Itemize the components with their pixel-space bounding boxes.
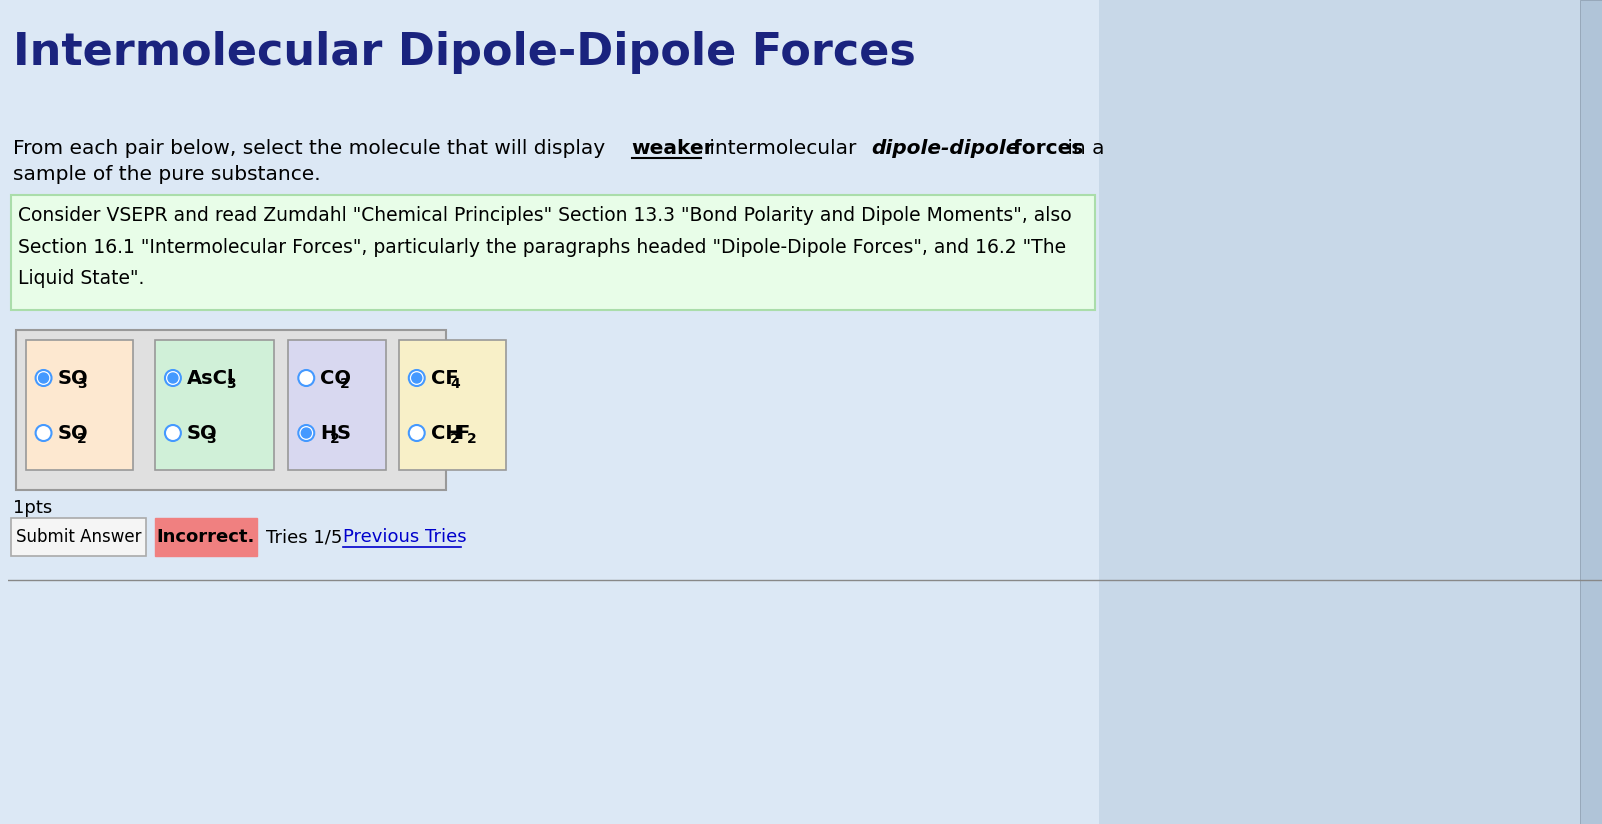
Text: Tries 1/5: Tries 1/5 <box>266 528 349 546</box>
Circle shape <box>298 425 314 441</box>
Circle shape <box>409 370 425 386</box>
FancyBboxPatch shape <box>399 340 506 470</box>
FancyBboxPatch shape <box>155 518 256 556</box>
Text: intermolecular: intermolecular <box>703 138 863 157</box>
Text: Submit Answer: Submit Answer <box>16 528 141 546</box>
FancyBboxPatch shape <box>11 195 1096 310</box>
Circle shape <box>412 373 421 383</box>
Text: 2: 2 <box>330 432 340 446</box>
Text: CO: CO <box>320 368 351 387</box>
Text: SO: SO <box>58 368 88 387</box>
Circle shape <box>298 370 314 386</box>
Text: 2: 2 <box>450 432 460 446</box>
Text: Section 16.1 "Intermolecular Forces", particularly the paragraphs headed "Dipole: Section 16.1 "Intermolecular Forces", pa… <box>18 237 1065 256</box>
Text: weaker: weaker <box>631 138 714 157</box>
Text: Intermolecular Dipole-Dipole Forces: Intermolecular Dipole-Dipole Forces <box>13 30 916 73</box>
Text: 2: 2 <box>340 377 349 391</box>
Circle shape <box>301 428 311 438</box>
Circle shape <box>35 370 51 386</box>
FancyBboxPatch shape <box>288 340 386 470</box>
Text: CH: CH <box>431 424 461 442</box>
Circle shape <box>165 370 181 386</box>
Text: 1pts: 1pts <box>13 499 51 517</box>
Text: From each pair below, select the molecule that will display: From each pair below, select the molecul… <box>13 138 612 157</box>
Text: 4: 4 <box>450 377 460 391</box>
Text: forces: forces <box>1006 138 1083 157</box>
Circle shape <box>38 373 48 383</box>
Circle shape <box>165 425 181 441</box>
Text: F: F <box>457 424 469 442</box>
Text: sample of the pure substance.: sample of the pure substance. <box>13 165 320 184</box>
Text: S: S <box>336 424 351 442</box>
Text: AsCl: AsCl <box>187 368 234 387</box>
FancyBboxPatch shape <box>155 340 274 470</box>
Text: in a: in a <box>1061 138 1104 157</box>
Text: Liquid State".: Liquid State". <box>18 269 144 288</box>
Text: 3: 3 <box>77 377 87 391</box>
FancyBboxPatch shape <box>26 340 133 470</box>
Text: H: H <box>320 424 336 442</box>
FancyBboxPatch shape <box>16 330 445 490</box>
Circle shape <box>409 425 425 441</box>
Text: dipole-dipole: dipole-dipole <box>871 138 1020 157</box>
FancyBboxPatch shape <box>11 518 146 556</box>
Circle shape <box>35 425 51 441</box>
Text: Incorrect.: Incorrect. <box>157 528 255 546</box>
Text: Previous Tries: Previous Tries <box>343 528 466 546</box>
Text: 2: 2 <box>466 432 476 446</box>
Text: 3: 3 <box>207 432 216 446</box>
Circle shape <box>168 373 178 383</box>
FancyBboxPatch shape <box>1580 0 1602 824</box>
Text: SO: SO <box>58 424 88 442</box>
Text: 3: 3 <box>226 377 235 391</box>
FancyBboxPatch shape <box>1099 0 1602 824</box>
Text: 2: 2 <box>77 432 87 446</box>
Text: Consider VSEPR and read Zumdahl "Chemical Principles" Section 13.3 "Bond Polarit: Consider VSEPR and read Zumdahl "Chemica… <box>18 205 1072 224</box>
Text: SO: SO <box>187 424 218 442</box>
Text: CF: CF <box>431 368 458 387</box>
